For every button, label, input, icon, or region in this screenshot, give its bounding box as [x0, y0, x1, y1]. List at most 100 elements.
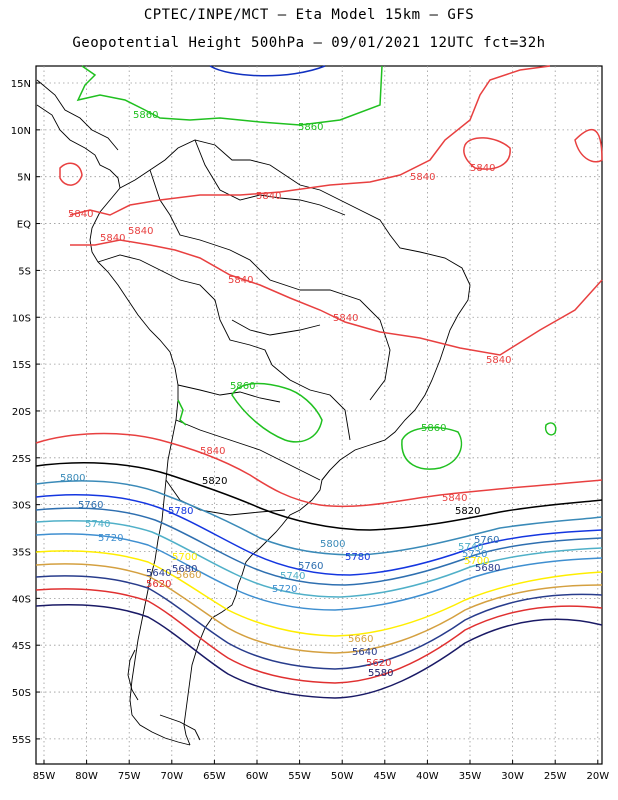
label-5860-b: 5860 [298, 122, 323, 133]
contour-5840-loop [463, 137, 511, 170]
contour-5820 [35, 462, 603, 531]
label-5640-a: 5640 [146, 568, 171, 579]
lon-label: 35W [459, 771, 482, 782]
contour-5880 [209, 65, 326, 77]
south-america-west-coast [89, 187, 191, 746]
label-5660-b: 5660 [348, 634, 373, 645]
border-bolivia-chile [177, 384, 281, 403]
lat-label: 30S [12, 501, 31, 512]
south-america-east-coast [119, 139, 471, 746]
lat-label: 45S [12, 641, 31, 652]
lat-label: 15N [11, 79, 31, 90]
lon-label: 80W [75, 771, 98, 782]
lat-label: 5S [18, 266, 31, 277]
chile-islands [127, 649, 139, 701]
contour-5860-bolivia [231, 382, 323, 443]
lon-label: 55W [288, 771, 311, 782]
label-5580-a: 5580 [368, 668, 393, 679]
lat-label: 20S [12, 407, 31, 418]
label-5840-e: 5840 [128, 226, 153, 237]
contour-5840-north [69, 65, 551, 216]
lon-label: 20W [586, 771, 609, 782]
label-5700-b: 5700 [464, 556, 489, 567]
lon-label: 45W [373, 771, 396, 782]
lat-label: 35S [12, 548, 31, 559]
label-5860-c: 5860 [230, 381, 255, 392]
label-5760-a: 5760 [78, 500, 103, 511]
contour-5660 [35, 563, 603, 654]
central-america-coast [36, 104, 121, 189]
contour-5580 [35, 604, 603, 699]
central-america-north-coast [36, 79, 119, 151]
contour-5840-east-loop [574, 128, 603, 163]
label-5800-a: 5800 [60, 473, 85, 484]
lat-label: 5N [17, 173, 31, 184]
label-5840-i: 5840 [486, 355, 511, 366]
label-5840-h: 5840 [333, 313, 358, 324]
coastlines-borders [36, 79, 471, 746]
contour-5720 [35, 533, 603, 611]
label-5860-a: 5860 [133, 110, 158, 121]
lat-label: 50S [12, 688, 31, 699]
longitude-labels: 85W 80W 75W 70W 65W 60W 55W 50W 45W 40W 35W 30W 25W 2… [33, 771, 610, 782]
lon-label: 30W [501, 771, 524, 782]
lat-label: 10N [11, 126, 31, 137]
border-brazil-states [231, 319, 321, 336]
lon-label: 75W [118, 771, 141, 782]
lon-label: 85W [33, 771, 56, 782]
contour-5840-south [35, 432, 603, 508]
label-5620-b: 5620 [366, 658, 391, 669]
label-5720-a: 5720 [98, 533, 123, 544]
lon-label: 65W [203, 771, 226, 782]
lat-label: 55S [12, 735, 31, 746]
border-colombia-brazil [149, 169, 301, 291]
lon-label: 25W [544, 771, 567, 782]
label-5840-f: 5840 [100, 233, 125, 244]
label-5680-a: 5680 [172, 564, 197, 575]
contour-5840-small-loop [59, 162, 83, 186]
label-5740-b: 5740 [280, 571, 305, 582]
label-5700-a: 5700 [172, 552, 197, 563]
contour-5780 [35, 493, 603, 576]
border-argentina-paraguay [175, 419, 321, 481]
label-5840-d: 5840 [68, 209, 93, 220]
title-line-2: Geopotential Height 500hPa – 09/01/2021 … [72, 35, 546, 51]
label-5620-a: 5620 [146, 579, 171, 590]
border-brazil-interior [300, 289, 391, 401]
border-uruguay [321, 469, 331, 481]
map-frame [35, 65, 603, 765]
contour-5860-small [544, 422, 557, 436]
contour-lines [35, 65, 603, 699]
lat-label: 10S [12, 313, 31, 324]
tierra-del-fuego [159, 714, 201, 741]
label-5840-k: 5840 [442, 493, 467, 504]
border-peru-brazil [97, 254, 273, 366]
lon-label: 50W [331, 771, 354, 782]
label-5840-b: 5840 [410, 172, 435, 183]
label-5840-a: 5840 [470, 163, 495, 174]
lon-label: 60W [246, 771, 269, 782]
title-line-1: CPTEC/INPE/MCT – Eta Model 15km – GFS [143, 7, 475, 23]
axis-ticks [36, 82, 599, 764]
latitude-labels: 15N 10N 5N EQ 5S 10S 15S 20S 25S 30S 35S 40S 45S 50S 5… [11, 79, 31, 746]
contour-5860-brazil-east [401, 426, 463, 470]
contour-5860-tiny [177, 399, 187, 426]
contour-5640 [35, 575, 603, 670]
label-5780-a: 5780 [168, 506, 193, 517]
contour-5620 [35, 588, 603, 684]
lat-label: EQ [17, 220, 31, 231]
label-5840-g: 5840 [228, 275, 253, 286]
lon-label: 70W [160, 771, 183, 782]
grid-lines [36, 66, 602, 764]
label-5640-b: 5640 [352, 647, 377, 658]
lat-label: 40S [12, 594, 31, 605]
contour-labels: 5860 5860 5860 5860 5840 5840 5840 5840 … [60, 110, 511, 679]
border-argentina-north [165, 479, 286, 516]
lat-label: 25S [12, 454, 31, 465]
border-venezuela-brazil [194, 139, 346, 216]
label-5760-b: 5760 [298, 561, 323, 572]
label-5740-a: 5740 [85, 519, 110, 530]
lon-label: 40W [416, 771, 439, 782]
label-5800-b: 5800 [320, 539, 345, 550]
